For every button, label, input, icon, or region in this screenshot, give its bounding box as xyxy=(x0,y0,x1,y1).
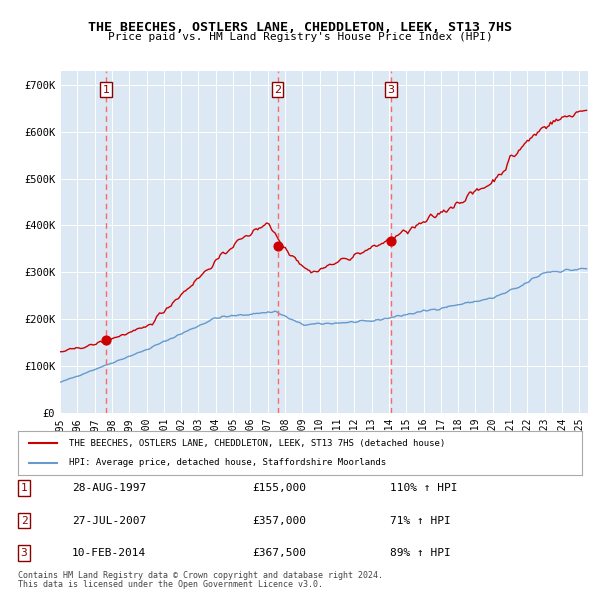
Text: 1: 1 xyxy=(20,483,28,493)
Text: 2: 2 xyxy=(20,516,28,526)
Text: THE BEECHES, OSTLERS LANE, CHEDDLETON, LEEK, ST13 7HS (detached house): THE BEECHES, OSTLERS LANE, CHEDDLETON, L… xyxy=(69,438,445,448)
Text: 27-JUL-2007: 27-JUL-2007 xyxy=(72,516,146,526)
Text: THE BEECHES, OSTLERS LANE, CHEDDLETON, LEEK, ST13 7HS: THE BEECHES, OSTLERS LANE, CHEDDLETON, L… xyxy=(88,21,512,34)
Text: Price paid vs. HM Land Registry's House Price Index (HPI): Price paid vs. HM Land Registry's House … xyxy=(107,32,493,42)
Text: HPI: Average price, detached house, Staffordshire Moorlands: HPI: Average price, detached house, Staf… xyxy=(69,458,386,467)
Text: This data is licensed under the Open Government Licence v3.0.: This data is licensed under the Open Gov… xyxy=(18,579,323,589)
Text: 110% ↑ HPI: 110% ↑ HPI xyxy=(390,483,458,493)
Point xyxy=(101,336,110,345)
Text: 1: 1 xyxy=(103,84,109,94)
Text: Contains HM Land Registry data © Crown copyright and database right 2024.: Contains HM Land Registry data © Crown c… xyxy=(18,571,383,580)
Text: 3: 3 xyxy=(20,548,28,558)
Text: 28-AUG-1997: 28-AUG-1997 xyxy=(72,483,146,493)
Text: 10-FEB-2014: 10-FEB-2014 xyxy=(72,548,146,558)
Text: £367,500: £367,500 xyxy=(252,548,306,558)
Point xyxy=(386,236,396,245)
Text: 71% ↑ HPI: 71% ↑ HPI xyxy=(390,516,451,526)
Text: £357,000: £357,000 xyxy=(252,516,306,526)
Point xyxy=(273,241,283,250)
Text: 89% ↑ HPI: 89% ↑ HPI xyxy=(390,548,451,558)
Text: £155,000: £155,000 xyxy=(252,483,306,493)
Text: 3: 3 xyxy=(388,84,394,94)
Text: 2: 2 xyxy=(274,84,281,94)
